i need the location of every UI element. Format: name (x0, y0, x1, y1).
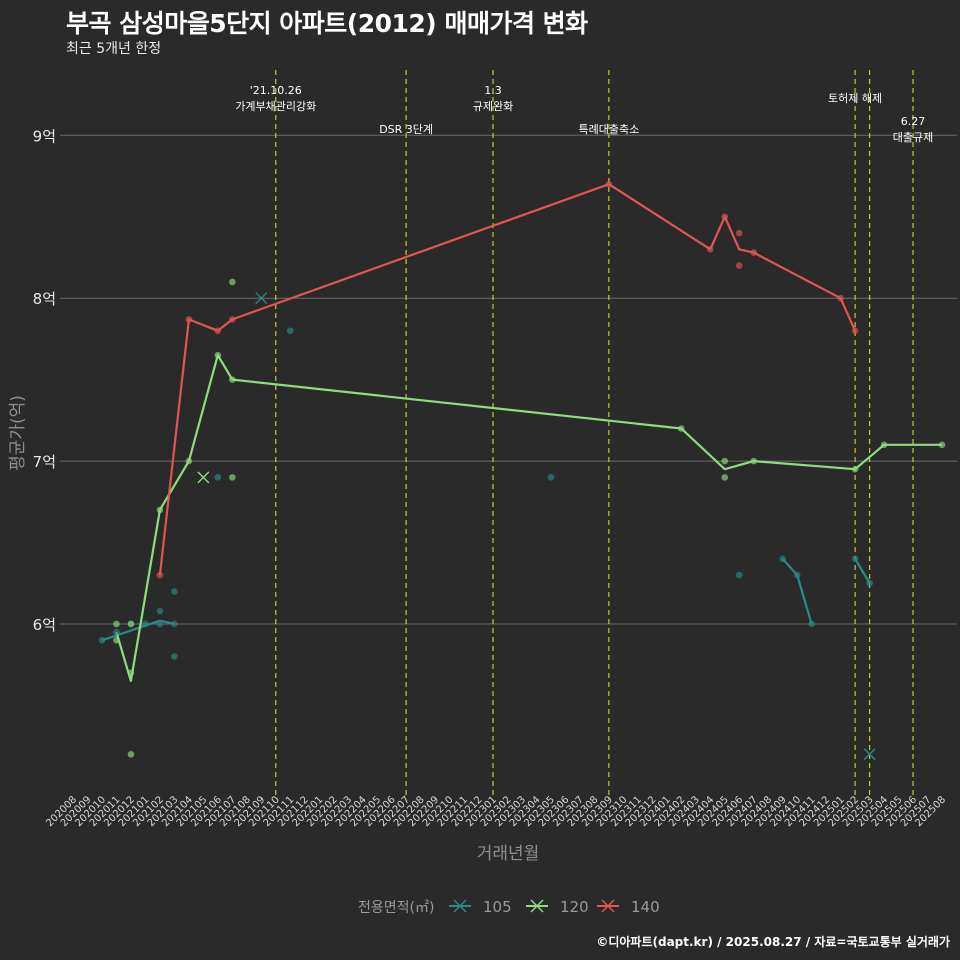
data-point-140 (837, 294, 844, 302)
cancelled-point-105 (255, 292, 268, 305)
y-tick-label: 8억 (33, 290, 56, 308)
event-label: '21.10.26 (250, 84, 302, 97)
data-point-120 (750, 457, 758, 465)
series-line-105 (854, 558, 871, 584)
data-point-120 (229, 278, 236, 286)
data-point-140 (229, 316, 236, 323)
data-point-120 (229, 474, 236, 481)
legend-label: 140 (631, 898, 660, 916)
data-point-140 (156, 571, 164, 579)
legend-x-mark (530, 899, 544, 913)
credit-text: ©디아파트(dapt.kr) / 2025.08.27 / 자료=국토교통부 실… (596, 935, 950, 949)
cancelled-point-105 (863, 748, 876, 761)
chart-title: 부곡 삼성마을5단지 아파트(2012) 매매가격 변화 (66, 9, 588, 38)
data-point-105 (171, 653, 178, 660)
data-point-105 (735, 571, 743, 579)
event-label: 규제완화 (473, 100, 513, 113)
data-point-120 (156, 506, 164, 514)
data-point-105 (98, 636, 106, 644)
legend-title: 전용면적(㎡) (358, 900, 434, 916)
data-point-120 (127, 620, 135, 628)
data-point-140 (185, 316, 193, 323)
data-point-120 (229, 376, 236, 383)
event-label: 토허제 해제 (828, 91, 882, 105)
data-point-140 (735, 229, 743, 237)
y-tick-label: 6억 (33, 616, 56, 634)
data-point-120 (113, 636, 120, 644)
x-axis-title: 거래년월 (477, 844, 540, 864)
legend-label: 120 (560, 898, 589, 916)
event-label: 대출규제 (893, 131, 933, 144)
chart-subtitle: 최근 5개년 한정 (66, 41, 162, 57)
data-point-105 (113, 628, 120, 636)
event-label: 가계부채관리강화 (235, 100, 316, 113)
event-label: DSR 3단계 (379, 123, 433, 136)
data-point-105 (171, 620, 178, 628)
legend-key-140 (597, 899, 619, 913)
data-point-105 (547, 474, 555, 481)
data-point-120 (851, 465, 859, 473)
y-axis-title: 평균가(억) (8, 395, 28, 471)
data-point-120 (678, 425, 685, 432)
series-line-105 (101, 619, 175, 642)
data-point-140 (605, 180, 613, 188)
event-label: 1.3 (484, 84, 502, 97)
legend-key-120 (526, 899, 548, 913)
data-point-140 (721, 213, 729, 221)
data-point-120 (880, 441, 888, 449)
data-point-120 (127, 750, 135, 758)
legend: 전용면적(㎡) 105 120 140 (358, 898, 660, 916)
series-line-120 (115, 354, 942, 683)
data-point-105 (156, 607, 164, 615)
y-tick-label: 9억 (33, 127, 56, 145)
data-point-105 (779, 555, 786, 563)
data-point-120 (185, 457, 193, 465)
data-point-120 (214, 351, 222, 359)
data-point-120 (721, 457, 729, 465)
event-label: 6.27 (901, 115, 926, 128)
data-point-105 (286, 327, 294, 335)
legend-key-105 (449, 899, 471, 913)
legend-x-mark (601, 899, 615, 913)
data-point-140 (851, 327, 859, 335)
data-point-105 (171, 588, 178, 595)
legend-x-mark (453, 899, 467, 913)
data-point-105 (866, 579, 873, 587)
data-point-120 (127, 669, 135, 677)
data-point-120 (938, 441, 946, 449)
data-point-140 (750, 249, 758, 256)
cancelled-point-120 (197, 471, 210, 484)
event-label: 특례대출축소 (579, 123, 640, 136)
legend-label: 105 (483, 898, 512, 916)
series-line-140 (158, 183, 857, 576)
data-point-120 (113, 620, 120, 628)
data-point-120 (721, 474, 729, 481)
data-point-105 (808, 620, 815, 628)
data-point-105 (793, 571, 801, 579)
data-point-140 (214, 327, 222, 335)
data-point-105 (142, 620, 149, 628)
data-point-105 (851, 555, 859, 563)
data-point-140 (706, 246, 714, 253)
data-point-105 (156, 620, 164, 628)
data-point-105 (214, 474, 222, 481)
data-point-140 (735, 262, 743, 269)
y-tick-label: 7억 (33, 453, 56, 471)
series-line-105 (781, 558, 813, 625)
